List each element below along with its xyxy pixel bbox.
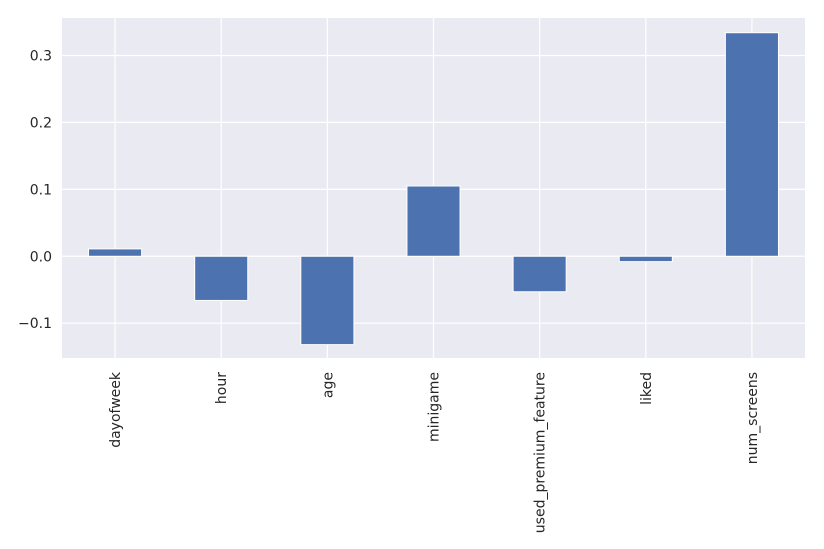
bar-dayofweek: [88, 248, 143, 257]
bar-hour: [194, 255, 249, 301]
bar-used-premium-feature: [512, 255, 567, 293]
y-tick-label: 0.3: [30, 48, 52, 64]
y-tick-label: −0.1: [18, 316, 52, 332]
x-tick-label: age: [320, 372, 336, 398]
x-axis-tick-labels: dayofweek hour age minigame used_premium_fea…: [108, 371, 761, 533]
bars: [88, 32, 779, 346]
x-tick-label: hour: [214, 372, 230, 404]
y-axis-tick-labels: −0.1 0.0 0.1 0.2 0.3: [18, 48, 52, 332]
x-tick-label: used_premium_feature: [533, 372, 549, 533]
bar-num-screens: [724, 32, 779, 257]
y-tick-label: 0.0: [30, 249, 52, 265]
y-tick-label: 0.2: [30, 115, 52, 131]
bar-minigame: [406, 185, 461, 257]
x-tick-label: minigame: [427, 372, 443, 442]
x-tick-label: liked: [639, 372, 655, 405]
x-tick-label: dayofweek: [108, 371, 124, 448]
bar-age: [300, 255, 355, 346]
bar-liked: [618, 255, 673, 263]
y-tick-label: 0.1: [30, 182, 52, 198]
x-tick-label: num_screens: [745, 372, 761, 464]
